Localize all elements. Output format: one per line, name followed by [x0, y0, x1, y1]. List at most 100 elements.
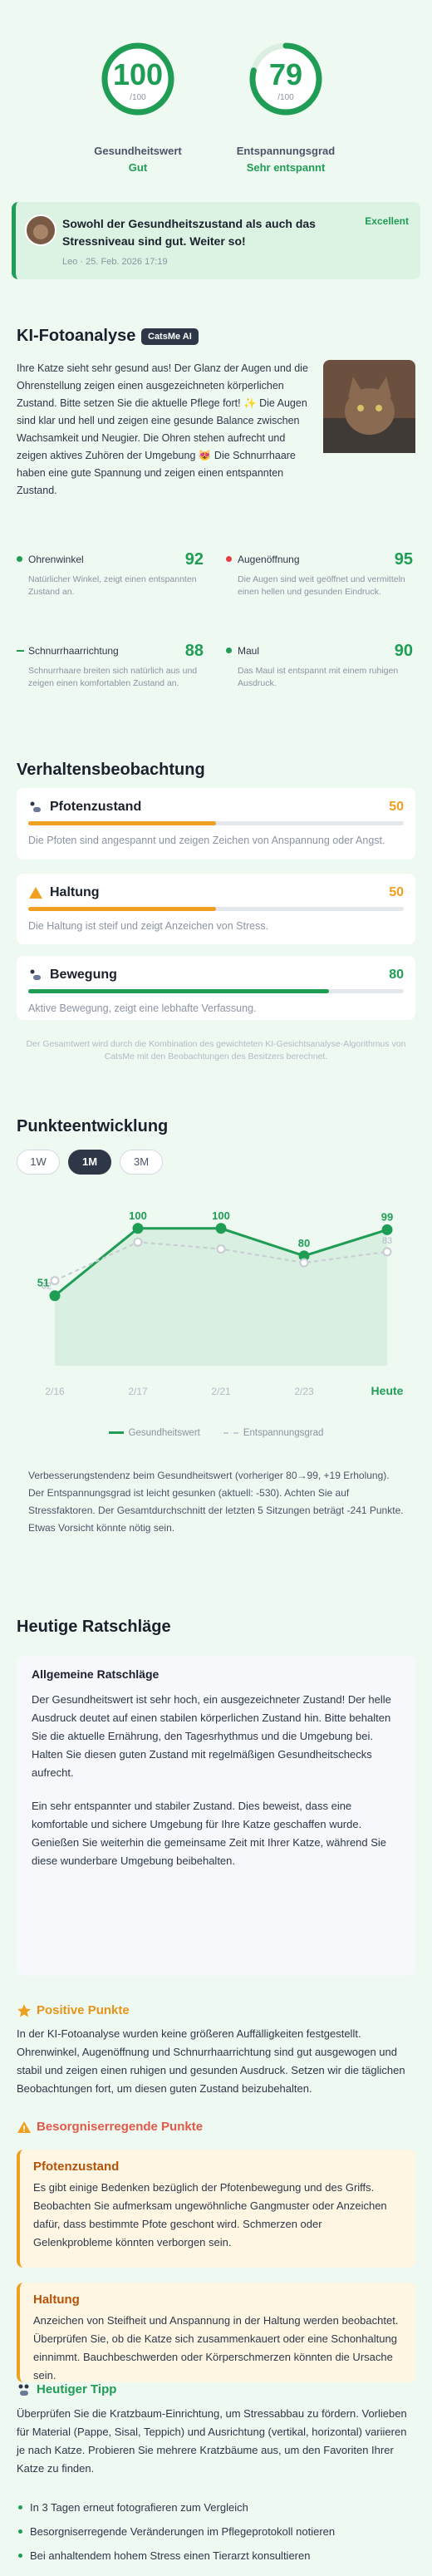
point [133, 1237, 143, 1247]
section-title: Heutige Ratschläge [17, 1618, 171, 1636]
point [216, 1244, 226, 1254]
concern-title: Haltung [33, 2293, 80, 2307]
metric: Maul 90 Das Maul ist entspannt mit einem r… [226, 642, 413, 708]
range-button[interactable]: 1M [68, 1150, 111, 1175]
tip-text: Überprüfen Sie die Kratzbaum-Einrichtung… [17, 2407, 407, 2475]
summary-text: Sowohl der Gesundheitszustand als auch d… [62, 217, 316, 248]
metric-value: 90 [394, 642, 413, 660]
progress-bar [28, 989, 329, 993]
metric-value: 92 [184, 550, 204, 569]
summary-card: Sowohl der Gesundheitszustand als auch d… [12, 202, 420, 279]
metric-value: 88 [184, 642, 204, 660]
warning-icon [17, 2121, 31, 2133]
gauge-max: /100 [277, 93, 294, 102]
metric-value: 95 [394, 550, 413, 569]
concern-text: Anzeichen von Steifheit und Anspannung i… [33, 2314, 399, 2381]
concern-card: Haltung Anzeichen von Steifheit und Ansp… [17, 2283, 415, 2382]
metric-text: Schnurrhaare breiten sich natürlich aus … [28, 666, 198, 688]
behavior-icon [29, 887, 42, 899]
behavior-name: Pfotenzustand [50, 800, 142, 814]
metric-name: Augenöffnung [238, 554, 300, 565]
behavior-value: 50 [389, 800, 404, 814]
progress-track [28, 989, 404, 993]
score-status: Gut [128, 161, 148, 174]
gauge-arc [101, 42, 174, 116]
legend-item: Gesundheitswert [108, 1428, 200, 1438]
analysis-text: Ihre Katze sieht sehr gesund aus! Der Gl… [17, 362, 308, 496]
metric-dot [226, 556, 232, 562]
behavior-text: Die Haltung ist steif und zeigt Anzeiche… [28, 920, 269, 932]
range-button[interactable]: 3M [120, 1150, 163, 1175]
gauges: 100/100 79/100 [101, 42, 322, 116]
sub-title: Positive Punkte [37, 2003, 130, 2017]
legend-swatch [108, 1431, 124, 1435]
progress-bar [28, 907, 216, 911]
tip-item: In 3 Tagen erneut fotografieren zum Verg… [17, 2495, 415, 2519]
range-button[interactable]: 1W [17, 1150, 60, 1175]
metric: Ohrenwinkel 92 Natürlicher Winkel, zeigt e… [17, 550, 204, 617]
paw-shape [33, 807, 41, 812]
score-label: Gesundheitswert [94, 145, 182, 157]
legend-item: Entspannungsgrad [223, 1428, 323, 1438]
behavior-note: Der Gesamtwert wird durch die Kombinatio… [26, 1039, 406, 1061]
cat-photo [323, 360, 415, 453]
behavior-text: Aktive Bewegung, zeigt eine lebhafte Ver… [28, 1002, 257, 1014]
point [299, 1258, 309, 1268]
behavior-value: 50 [389, 885, 404, 899]
point [50, 1276, 60, 1286]
metric: Schnurrhaarrichtung 88 Schnurrhaare breite… [17, 642, 204, 708]
metric-dot [226, 648, 232, 653]
point [215, 1223, 227, 1234]
trend-summary: Verbesserungstendenz beim Gesundheitswer… [28, 1470, 404, 1534]
point [132, 1223, 144, 1234]
metric-text: Die Augen sind weit geöffnet und vermitt… [238, 574, 405, 597]
tip-item: Bei anhaltendem hohem Stress einen Tiera… [17, 2544, 415, 2568]
warning-shape [29, 887, 42, 899]
concern-title: Pfotenzustand [33, 2160, 120, 2174]
data-label: 62 [42, 1282, 52, 1292]
tip-item: Besorgniserregende Veränderungen im Pfle… [17, 2519, 415, 2544]
sub-title: Besorgniserregende Punkte [37, 2120, 204, 2134]
point [381, 1224, 393, 1235]
metric-name: Schnurrhaarrichtung [28, 645, 119, 657]
star-icon [17, 2004, 31, 2017]
behavior-value: 80 [389, 968, 404, 982]
positive-text: In der KI-Fotoanalyse wurden keine größe… [17, 2027, 405, 2095]
gauge-arc [249, 42, 322, 116]
paw-shape [30, 969, 35, 974]
metric-name: Ohrenwinkel [28, 554, 84, 565]
data-label: 99 [381, 1210, 393, 1223]
behavior-card: Haltung 50 Die Haltung ist steif und zeigt… [17, 874, 415, 944]
advice-paragraph: Der Gesundheitswert ist sehr hoch, ein a… [32, 1693, 391, 1779]
card-title: Allgemeine Ratschläge [32, 1667, 160, 1681]
data-label: 80 [298, 1237, 310, 1249]
data-label: 51 [37, 1277, 49, 1289]
paw-icon [18, 2384, 29, 2396]
x-tick-label: 2/23 [294, 1386, 314, 1397]
progress-bar [28, 821, 216, 825]
avatar [25, 214, 56, 246]
point [382, 1247, 392, 1257]
behavior-card: Pfotenzustand 50 Die Pfoten sind angespann… [17, 788, 415, 859]
score-status: Sehr entspannt [246, 161, 326, 174]
behavior-icon [30, 969, 41, 980]
x-tick-label: 2/17 [128, 1386, 148, 1397]
behavior-icon [30, 801, 41, 812]
metric-text: Das Maul ist entspannt mit einem ruhigen… [238, 666, 399, 688]
legend: Gesundheitswert Entspannungsgrad [0, 1428, 432, 1438]
gauge-value: 100 [113, 57, 163, 91]
progress-track [28, 821, 404, 825]
x-tick-label: 2/16 [45, 1386, 65, 1397]
summary-meta: Leo · 25. Feb. 2026 17:19 [62, 257, 168, 267]
concern-text: Es gibt einige Bedenken bezüglich der Pf… [33, 2181, 387, 2248]
score-label: Entspannungsgrad [236, 145, 336, 157]
metric-dot [17, 556, 22, 562]
behavior-name: Bewegung [50, 968, 117, 982]
metric: Augenöffnung 95 Die Augen sind weit geöffn… [226, 550, 413, 617]
paw-shape [30, 801, 35, 806]
metric-name: Maul [238, 645, 260, 657]
section-title: KI-Fotoanalyse [17, 327, 136, 345]
concern-card: Pfotenzustand Es gibt einige Bedenken be… [17, 2150, 415, 2268]
behavior-text: Die Pfoten sind angespannt und zeigen Ze… [28, 835, 385, 846]
